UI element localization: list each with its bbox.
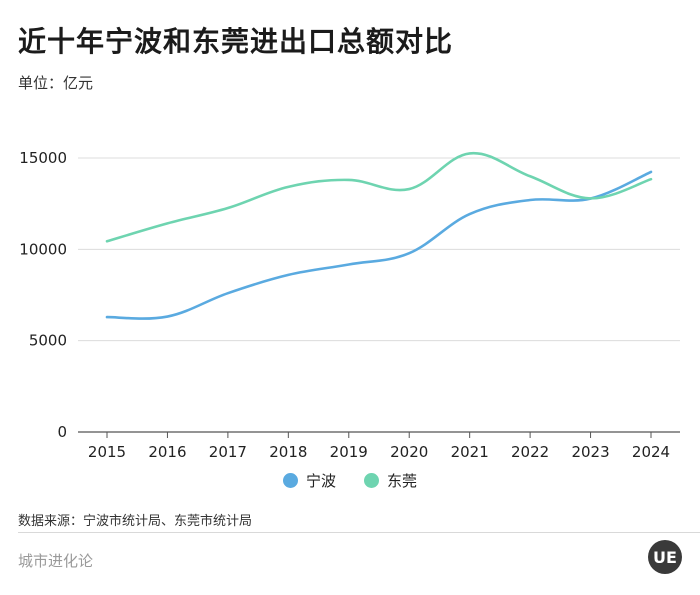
x-tick-label: 2022 — [511, 443, 549, 461]
brand-logo: UE — [648, 540, 682, 574]
y-tick-label: 5000 — [29, 332, 67, 350]
legend-swatch-ningbo — [283, 473, 298, 488]
unit-label: 单位：亿元 — [18, 74, 94, 92]
x-tick-label: 2015 — [88, 443, 126, 461]
legend-item-dongguan: 东莞 — [364, 470, 417, 491]
footer-divider — [18, 532, 700, 533]
x-tick-label: 2020 — [390, 443, 428, 461]
series-line-ningbo — [105, 170, 653, 320]
legend-swatch-dongguan — [364, 473, 380, 488]
x-tick-label: 2021 — [451, 443, 489, 461]
y-tick-label: 15000 — [19, 149, 67, 167]
brand-name: 城市进化论 — [18, 552, 94, 570]
x-tick-label: 2019 — [330, 443, 368, 461]
y-tick-label: 0 — [57, 423, 67, 441]
x-tick-label: 2023 — [571, 443, 609, 461]
y-tick-label: 10000 — [19, 240, 67, 258]
chart-title: 近十年宁波和东莞进出口总额对比 — [18, 25, 454, 58]
x-tick-label: 2017 — [209, 443, 247, 461]
x-tick-label: 2016 — [148, 443, 186, 461]
legend-label-dongguan: 东莞 — [387, 472, 418, 490]
x-tick-label: 2024 — [632, 443, 670, 461]
data-source: 数据来源：宁波市统计局、东莞市统计局 — [18, 514, 253, 529]
chart-legend: 宁波 东莞 — [283, 470, 417, 491]
legend-item-ningbo: 宁波 — [283, 470, 336, 491]
x-tick-label: 2018 — [269, 443, 307, 461]
legend-label-ningbo: 宁波 — [306, 472, 337, 490]
series-line-dongguan — [105, 152, 653, 243]
